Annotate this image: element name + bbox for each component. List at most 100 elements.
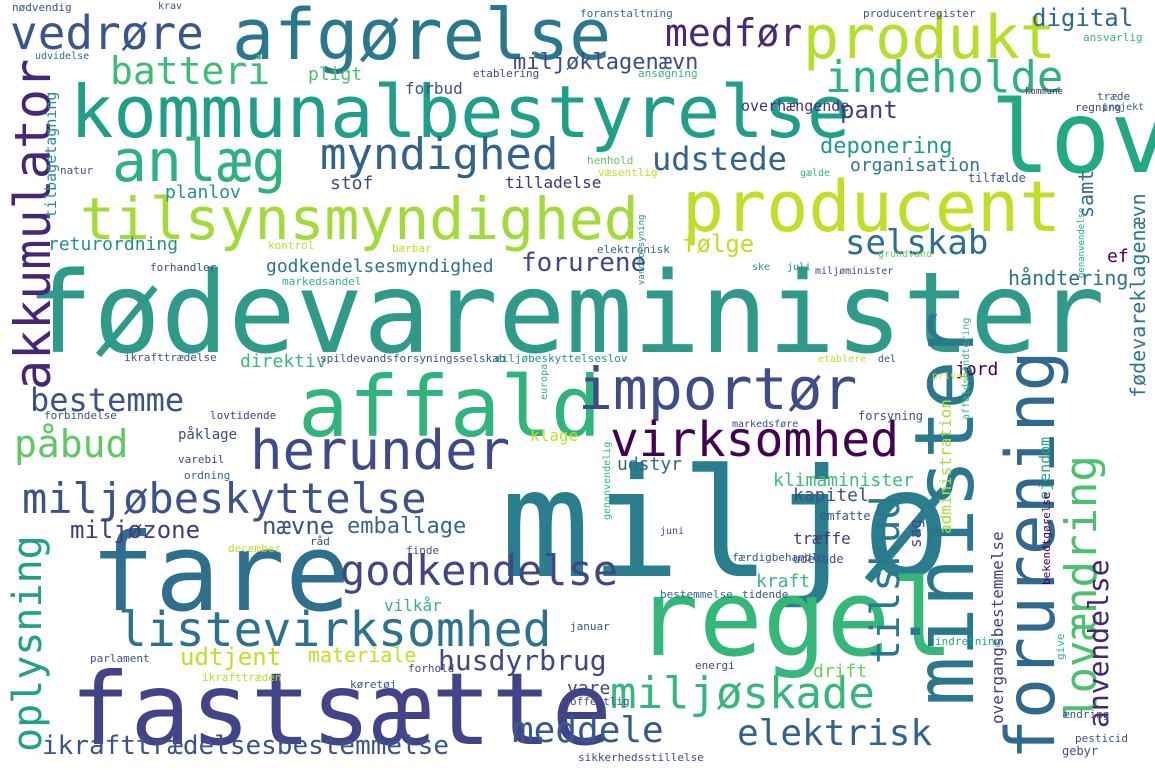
word: myndighed	[320, 129, 559, 180]
word: herunder	[250, 419, 511, 482]
word: pant	[840, 96, 898, 124]
word: tilladelse	[505, 173, 602, 192]
word: organisation	[850, 155, 981, 176]
word: vedrøre	[10, 6, 204, 60]
word: juli	[787, 262, 812, 273]
word: udstede	[652, 140, 787, 178]
word: vare	[567, 678, 611, 699]
word: privat	[932, 371, 969, 382]
word: miljøminister	[815, 266, 894, 277]
word: meddele	[512, 710, 664, 751]
word: miljøbeskyttelse	[22, 474, 427, 523]
word: sikkerhedsstillelse	[578, 751, 704, 764]
word: pligt	[308, 64, 363, 85]
word: del	[878, 354, 897, 365]
word: emballage	[347, 514, 467, 539]
word: affald	[298, 358, 602, 456]
word: materiale	[308, 643, 417, 667]
word: ske	[752, 262, 771, 273]
word: bestemmelse	[660, 588, 733, 601]
word: klimaminister	[773, 470, 914, 491]
word: regel	[635, 557, 955, 680]
word: træde	[1097, 90, 1131, 103]
word: udtjent	[180, 643, 282, 671]
word: krav	[158, 1, 183, 12]
word: importør	[578, 355, 858, 423]
word: klage	[530, 426, 579, 445]
word: færdigbehandle	[732, 551, 825, 564]
word: jord	[955, 359, 999, 380]
word: administration	[936, 399, 955, 534]
word: væsentlig	[598, 166, 658, 179]
word: bekendtgørelse	[1040, 492, 1053, 585]
word: ordning	[184, 469, 231, 482]
word: forhold	[408, 662, 455, 675]
word: selskab	[845, 223, 989, 263]
word: anlæg	[112, 127, 287, 195]
word: direktiv	[240, 351, 327, 372]
word: planlov	[165, 182, 241, 203]
word: ansøgning	[638, 67, 698, 80]
word: håndtering	[1008, 266, 1129, 290]
word: virksomhed	[610, 412, 899, 468]
word: kapitel	[793, 485, 869, 506]
word: træffe	[793, 529, 851, 548]
word: gælde	[800, 168, 831, 179]
word: ikrafttræden	[202, 671, 282, 684]
word: ikrafttrædelsesbestemmelse	[42, 731, 449, 761]
word: ændring	[1063, 708, 1110, 721]
word: henhold	[587, 154, 634, 167]
word: fastsætte	[70, 651, 612, 768]
word: godkendelsesmyndighed	[266, 256, 494, 277]
word: producentregister	[863, 7, 976, 20]
word: råd	[310, 535, 330, 548]
word: overgangsbestemmelse	[988, 531, 1007, 724]
word: tilsynsmyndighed	[80, 185, 639, 253]
word: kommunalbestyrelse	[70, 70, 851, 154]
word: udstyr	[617, 454, 683, 475]
word: projekt	[1102, 102, 1145, 113]
word: produkt	[803, 3, 1056, 73]
word: omfatte	[820, 509, 871, 523]
word: give	[1054, 633, 1067, 661]
word: lovtidende	[210, 409, 277, 422]
word: regning	[1075, 101, 1122, 114]
word: deponering	[820, 134, 953, 159]
word: spildevandsforsyningsselskab	[320, 352, 506, 365]
word: tidende	[742, 588, 789, 601]
word: forhandler	[150, 261, 217, 274]
word: markedsføre	[732, 419, 799, 430]
word: grundvand	[878, 249, 933, 260]
word: markedsandel	[282, 275, 362, 288]
word: januar	[570, 620, 610, 633]
word: udelade	[793, 552, 844, 566]
word: genanvendelse	[1077, 207, 1087, 278]
word: varebil	[178, 453, 225, 466]
word: ikrafttrædelse	[124, 351, 217, 364]
word: digital	[1032, 4, 1134, 32]
word: parlament	[90, 652, 150, 665]
word: godkendelse	[340, 546, 619, 595]
word: tilbagetagning	[42, 91, 60, 218]
word: forbindelse	[44, 409, 117, 422]
word: stof	[330, 173, 374, 194]
word: indretning	[935, 635, 1002, 648]
word: batteri	[110, 49, 271, 93]
word: udvidelse	[35, 51, 90, 62]
word: gebyr	[1062, 744, 1099, 758]
word: kommune	[1025, 87, 1063, 97]
word: producent	[682, 166, 1062, 248]
word: ejendom	[1036, 436, 1054, 500]
word: tilskud	[863, 495, 909, 664]
word: husdyrbrug	[438, 644, 607, 677]
word: forbud	[405, 79, 463, 98]
word: oplysning	[5, 535, 51, 752]
word: afgørelse	[232, 0, 612, 76]
word: medfør	[665, 11, 803, 55]
word: følge	[682, 230, 755, 258]
word: drift	[813, 661, 868, 682]
word: natur	[60, 164, 94, 177]
word: fødevareklagenævn	[1126, 193, 1150, 398]
word: påklage	[178, 427, 238, 443]
